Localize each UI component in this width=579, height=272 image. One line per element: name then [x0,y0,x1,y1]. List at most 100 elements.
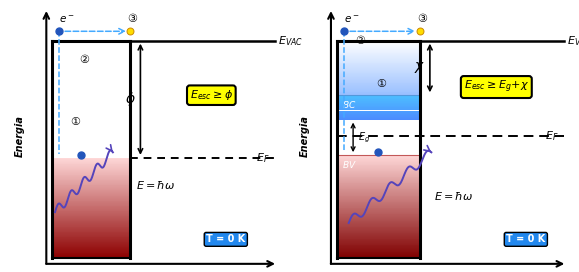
Bar [337,102,420,103]
Bar [337,190,420,191]
Bar [337,52,420,54]
Bar [337,171,420,172]
Bar [52,248,130,249]
Bar [337,237,420,238]
Text: $e^-$: $e^-$ [345,14,360,24]
Bar [52,212,130,213]
Bar [337,92,420,93]
Bar [337,195,420,196]
Bar [52,181,130,182]
Bar [337,188,420,189]
Bar [52,252,130,254]
Bar [337,160,420,161]
Bar [337,225,420,226]
Bar [52,169,130,170]
Bar [337,213,420,214]
Bar [52,214,130,215]
Bar [337,77,420,78]
Bar [337,46,420,47]
Bar [337,44,420,45]
Text: $\chi$: $\chi$ [414,60,426,76]
Bar [52,228,130,229]
Bar [337,87,420,88]
Bar [52,175,130,176]
Bar [337,113,420,114]
Bar [337,59,420,60]
Bar [52,250,130,251]
Bar [52,240,130,241]
Bar [337,57,420,58]
Bar [52,202,130,203]
Bar [337,103,420,104]
Bar [52,165,130,166]
Bar [52,179,130,180]
Bar [337,64,420,65]
Bar [337,202,420,203]
Bar [337,203,420,204]
Bar [337,42,420,43]
Bar [337,43,420,44]
Bar [52,192,130,193]
Bar [337,174,420,175]
Bar [337,73,420,74]
Bar [52,213,130,214]
Bar [337,251,420,252]
Bar [337,114,420,115]
Bar [52,207,130,208]
Bar [337,221,420,222]
Bar [337,252,420,253]
Bar [337,162,420,163]
Text: T = 0 K: T = 0 K [506,234,545,244]
Bar [337,81,420,82]
Bar [337,82,420,84]
Bar [337,116,420,117]
Bar [52,223,130,224]
Bar [337,193,420,194]
Bar [52,182,130,183]
Bar [337,204,420,205]
Bar [52,198,130,199]
Bar [337,99,420,100]
Bar [337,55,420,56]
Bar [337,238,420,239]
Bar [52,215,130,216]
Bar [52,247,130,248]
Bar [337,67,420,68]
Bar [337,155,420,156]
Bar [52,171,130,172]
Bar [337,175,420,176]
Bar [52,203,130,204]
Bar [337,66,420,67]
Bar [337,215,420,216]
Bar [52,166,130,167]
Bar [337,201,420,202]
Bar [337,199,420,200]
Bar [337,158,420,159]
Bar [337,120,420,155]
Bar [337,167,420,168]
Bar [337,70,420,71]
Bar [52,256,130,257]
Bar [337,164,420,165]
Text: ①: ① [376,79,386,89]
Bar [52,197,130,198]
Bar [52,185,130,186]
Bar [52,210,130,211]
Bar [337,98,420,99]
Bar [52,249,130,250]
Bar [52,254,130,255]
Bar [337,181,420,182]
Bar [52,233,130,234]
Bar [52,219,130,220]
Text: $E_{esc} \geq E_g\!+\!\chi$: $E_{esc} \geq E_g\!+\!\chi$ [464,79,529,95]
Bar [337,47,420,48]
Text: $E = \hbar\omega$: $E = \hbar\omega$ [434,190,474,202]
Bar [337,246,420,247]
Bar [52,239,130,240]
Bar [337,191,420,192]
Bar [337,227,420,228]
Bar [52,244,130,245]
Bar [52,187,130,188]
Bar [337,51,420,52]
Bar [337,109,420,110]
